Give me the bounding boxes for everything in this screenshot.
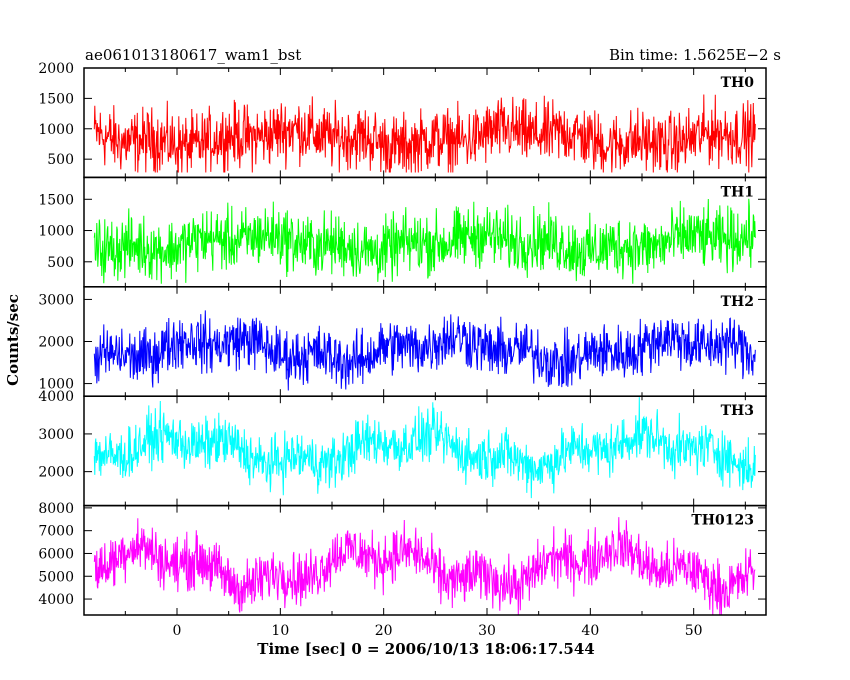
y-tick-label: 1000 <box>38 224 74 240</box>
x-tick-label: 20 <box>375 623 393 639</box>
y-tick-label: 3000 <box>38 427 74 443</box>
y-tick-label: 1000 <box>38 377 74 393</box>
panel-label-th3: TH3 <box>721 403 754 419</box>
y-tick-label: 2000 <box>38 465 74 481</box>
panel-frame <box>83 504 767 616</box>
bin-time-label: Bin time: 1.5625E−2 s <box>609 46 781 64</box>
panel-th0123: 4000 5000 6000 7000 8000 TH0123 <box>38 501 767 616</box>
panel-label-th0: TH0 <box>721 75 755 91</box>
x-tick-label: 50 <box>685 623 703 639</box>
x-tick-label: 30 <box>478 623 496 639</box>
y-axis-label: Counts/sec <box>4 294 22 386</box>
x-axis: 0 10 20 30 40 50 <box>173 623 703 639</box>
panel-label-th0123: TH0123 <box>691 513 754 529</box>
y-tick-label: 2000 <box>38 61 74 77</box>
series-line-th1 <box>93 198 756 284</box>
y-tick-label: 4000 <box>38 389 74 405</box>
y-tick-label: 8000 <box>38 501 74 517</box>
panel-th1: 500 1000 1500 TH1 <box>38 176 767 288</box>
y-tick-label: 4000 <box>38 592 74 608</box>
panel-th2: 1000 2000 3000 TH2 <box>38 286 767 397</box>
x-tick-label: 40 <box>581 623 599 639</box>
chart-title: ae061013180617_wam1_bst <box>85 46 301 64</box>
y-tick-label: 6000 <box>38 546 74 562</box>
x-axis-label: Time [sec] 0 = 2006/10/13 18:06:17.544 <box>257 640 594 658</box>
y-tick-label: 500 <box>47 255 74 271</box>
y-tick-label: 3000 <box>38 292 74 308</box>
y-tick-label: 500 <box>47 152 74 168</box>
panel-label-th1: TH1 <box>721 184 754 200</box>
y-tick-label: 5000 <box>38 569 74 585</box>
panel-th3: 2000 3000 4000 TH3 <box>38 389 767 507</box>
x-tick-label: 0 <box>173 623 182 639</box>
series-line-th0 <box>93 94 756 173</box>
series-line-th2 <box>93 310 756 391</box>
panel-label-th2: TH2 <box>721 294 754 310</box>
series-line-th0123 <box>93 517 756 616</box>
y-tick-label: 7000 <box>38 524 74 540</box>
series-line-th3 <box>93 397 756 499</box>
x-tick-label: 10 <box>271 623 289 639</box>
panel-th0: 500 1000 1500 2000 TH0 <box>38 61 767 179</box>
y-tick-label: 1000 <box>38 122 74 138</box>
y-tick-label: 1500 <box>38 192 74 208</box>
y-tick-label: 2000 <box>38 335 74 351</box>
y-tick-label: 1500 <box>38 91 74 107</box>
